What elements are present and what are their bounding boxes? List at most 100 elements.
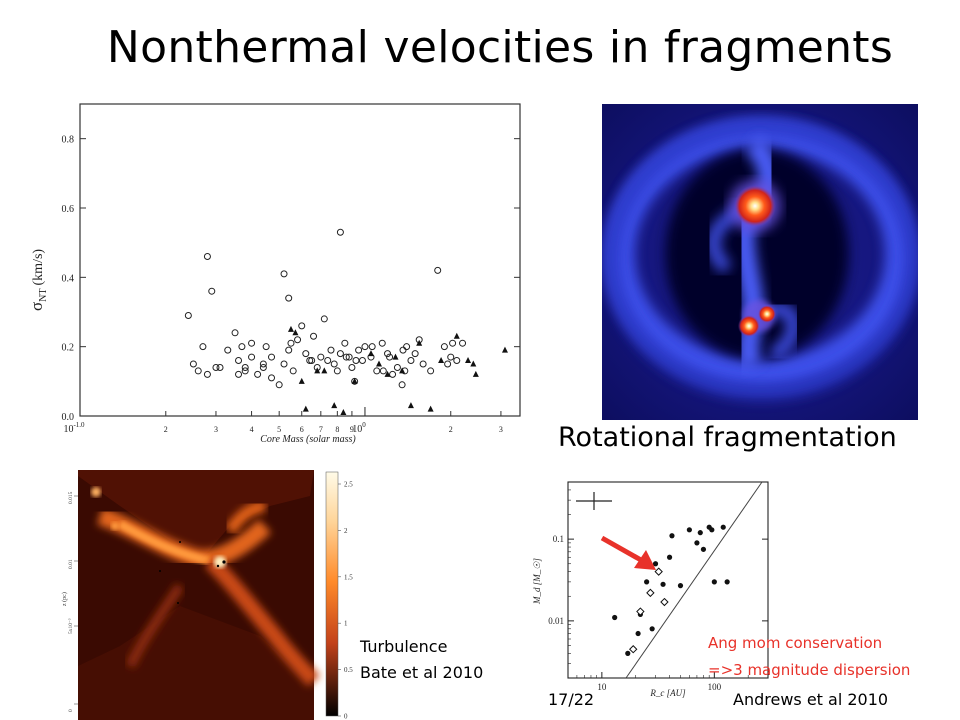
core-point-circle <box>280 270 288 278</box>
core-point-circle <box>368 343 376 351</box>
core-point-circle <box>444 360 452 368</box>
core-point-triangle <box>351 377 358 384</box>
core-point-circle <box>216 363 224 371</box>
core-point-triangle <box>416 339 423 346</box>
core-point-triangle <box>427 405 434 412</box>
core-point-circle <box>361 343 369 351</box>
andrews-credit: Andrews et al 2010 <box>733 690 889 709</box>
core-point-circle <box>268 374 276 382</box>
core-point-circle <box>399 346 407 354</box>
turbulence-simulation-image: z (pc) 0.015 0.01 5x10⁻³ 0 2.5 2 1.5 1 0.5 0 <box>61 470 353 720</box>
disk-x-tick-label: 100 <box>708 682 722 692</box>
disk-x-label: R_c [AU] <box>649 688 686 698</box>
core-point-circle <box>333 367 341 375</box>
core-point-circle <box>310 332 318 340</box>
plot-frame <box>79 103 521 417</box>
core-point-triangle <box>375 360 382 367</box>
core-point-triangle <box>399 367 406 374</box>
colorbar-tick-label: 1 <box>344 620 348 628</box>
colorbar-tick-label: 2 <box>344 527 348 535</box>
core-point-circle <box>358 357 366 365</box>
turbulence-caption-line2: Bate et al 2010 <box>360 663 484 682</box>
core-point-circle <box>327 346 335 354</box>
core-point-circle <box>208 287 216 295</box>
core-point-circle <box>336 350 344 358</box>
core-point-circle <box>203 253 211 261</box>
disk-point-filled <box>686 527 692 533</box>
core-point-triangle <box>340 409 347 416</box>
disk-point-diamond <box>636 607 645 616</box>
colorbar-tick-label: 1.5 <box>344 573 353 581</box>
core-point-circle <box>199 343 207 351</box>
core-point-circle <box>235 357 243 365</box>
core-point-circle <box>241 363 249 371</box>
core-point-circle <box>317 353 325 361</box>
x-minor-tick-label: 3 <box>214 425 218 434</box>
error-cross <box>576 492 612 510</box>
disk-point-filled <box>677 583 684 589</box>
core-point-circle <box>379 367 387 375</box>
core-point-triangle <box>298 377 305 384</box>
core-point-circle <box>453 357 461 365</box>
x-major-tick-label: 10-1.0 <box>63 421 85 435</box>
disk-y-label: M_d [M_☉] <box>532 558 542 605</box>
core-point-circle <box>373 367 381 375</box>
core-point-circle <box>268 353 276 361</box>
disk-y-tick-label: 0.01 <box>548 616 564 626</box>
y-tick-label: 0.8 <box>62 135 75 146</box>
x-minor-tick-label: 2 <box>164 425 168 434</box>
core-point-circle <box>212 363 220 371</box>
x-minor-tick-label: 4 <box>250 425 254 434</box>
core-point-triangle <box>314 367 321 374</box>
core-point-circle <box>262 343 270 351</box>
core-point-circle <box>398 381 406 389</box>
red-arrow-icon <box>600 535 656 570</box>
core-point-circle <box>248 353 256 361</box>
core-point-circle <box>342 353 350 361</box>
core-point-circle <box>238 343 246 351</box>
x-minor-tick-label: 9 <box>350 425 354 434</box>
core-point-circle <box>434 266 442 274</box>
disk-plot-frame <box>567 481 769 679</box>
core-point-circle <box>411 350 419 358</box>
colorbar-tick-label: 0.5 <box>344 666 353 674</box>
density-colorbar <box>325 471 339 717</box>
disk-point-filled <box>697 530 703 536</box>
core-point-triangle <box>302 405 309 412</box>
core-point-triangle <box>331 402 338 409</box>
core-point-circle <box>419 360 427 368</box>
core-point-triangle <box>470 360 477 367</box>
core-point-circle <box>447 353 455 361</box>
core-point-triangle <box>292 329 299 336</box>
core-point-circle <box>275 381 283 389</box>
disk-point-filled <box>720 524 726 530</box>
core-point-circle <box>231 329 239 337</box>
disk-point-filled <box>652 561 659 567</box>
annotation-line1: Ang mom conservation <box>708 634 883 652</box>
core-point-circle <box>302 350 310 358</box>
y-axis-label: σNT(km/s) <box>27 249 49 311</box>
core-point-circle <box>306 357 314 365</box>
disk-point-filled <box>649 626 655 632</box>
turb-y-tick-label: 0.015 <box>68 491 74 504</box>
core-point-circle <box>254 370 262 378</box>
rotational-fragmentation-image <box>602 104 918 420</box>
turbulence-y-label: z (pc) <box>61 592 68 606</box>
core-point-circle <box>336 228 344 236</box>
core-point-triangle <box>438 357 445 364</box>
turbulence-caption-line1: Turbulence <box>360 637 448 656</box>
core-point-circle <box>235 370 243 378</box>
core-point-triangle <box>465 357 472 364</box>
turbulence-caption: Turbulence Bate et al 2010 <box>360 634 483 686</box>
disk-point-diamond <box>660 597 669 607</box>
disk-point-filled <box>644 579 650 585</box>
sigma-nt-scatter-plot: 0.0 0.2 0.4 0.6 0.8 2 3 4 5 6 7 8 9 2 3 10-1.0 100 σNT(… <box>27 103 521 445</box>
core-point-circle <box>345 353 353 361</box>
disk-point-filled <box>612 614 618 621</box>
disk-point-filled <box>694 540 700 546</box>
core-point-circle <box>285 294 293 302</box>
disk-point-filled <box>724 579 730 585</box>
core-point-circle <box>403 343 411 351</box>
core-point-circle <box>259 363 267 371</box>
x-minor-tick-label: 8 <box>335 425 339 434</box>
